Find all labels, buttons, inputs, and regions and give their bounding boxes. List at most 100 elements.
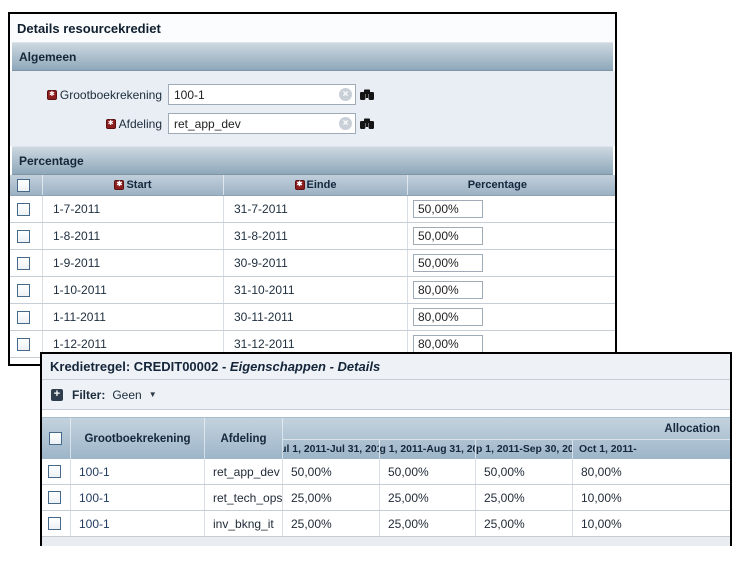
allocation-value: 25,00% <box>282 511 379 536</box>
filter-bar: + Filter: Geen ▼ <box>42 380 730 410</box>
end-date: 31-7-2011 <box>223 196 407 222</box>
percentage-input[interactable] <box>413 254 483 272</box>
start-date: 1-8-2011 <box>42 223 223 249</box>
search-binoculars-icon[interactable] <box>360 118 374 130</box>
end-date: 31-12-2011 <box>223 331 407 357</box>
clear-icon[interactable]: × <box>339 88 352 101</box>
section-label: Percentage <box>19 153 84 168</box>
account-link[interactable]: 100-1 <box>79 516 110 531</box>
general-fields-panel: ✱ Grootboekrekening × ✱ Afdeling <box>10 71 615 146</box>
percentage-input[interactable] <box>413 227 483 245</box>
details-resourcekrediet-window: Details resourcekrediet Algemeen ✱ Groot… <box>8 12 617 366</box>
department: ret_app_dev <box>204 459 282 484</box>
afdeling-input[interactable] <box>169 116 339 131</box>
expand-icon[interactable]: + <box>51 388 63 401</box>
allocation-value: 80,00% <box>572 459 730 484</box>
filter-dropdown[interactable]: Filter: Geen ▼ <box>72 388 157 402</box>
grootboekrekening-field: × <box>168 84 356 105</box>
end-date: 31-8-2011 <box>223 223 407 249</box>
row-checkbox[interactable] <box>17 337 30 351</box>
required-icon: ✱ <box>105 118 116 129</box>
column-header-start: ✱ Start <box>42 175 223 195</box>
table-row: 100-1 inv_bkng_it 25,00% 25,00% 25,00% 1… <box>42 511 730 537</box>
required-icon: ✱ <box>294 180 305 190</box>
field-row-grootboekrekening: ✱ Grootboekrekening × <box>10 80 615 109</box>
allocation-value: 25,00% <box>379 511 475 536</box>
allocation-value: 50,00% <box>379 459 475 484</box>
search-binoculars-icon[interactable] <box>360 89 374 101</box>
window-title: Details resourcekrediet <box>10 14 615 42</box>
start-date: 1-11-2011 <box>42 304 223 330</box>
department: inv_bkng_it <box>204 511 282 536</box>
percentage-input[interactable] <box>413 335 483 353</box>
table-row: 1-10-2011 31-10-2011 <box>10 277 615 304</box>
field-label: ✱ Afdeling <box>10 117 162 131</box>
table-row: 1-7-2011 31-7-2011 <box>10 196 615 223</box>
filter-label: Filter: <box>72 387 106 402</box>
allocation-value: 25,00% <box>282 485 379 510</box>
column-header-oct: Oct 1, 2011- <box>572 440 730 459</box>
allocation-value: 10,00% <box>572 511 730 536</box>
select-all-checkbox[interactable] <box>17 178 30 192</box>
row-checkbox[interactable] <box>48 465 61 478</box>
allocation-value: 25,00% <box>379 485 475 510</box>
row-checkbox[interactable] <box>17 283 30 297</box>
section-label: Algemeen <box>19 49 77 64</box>
percentage-input[interactable] <box>413 281 483 299</box>
allocation-value: 25,00% <box>475 511 572 536</box>
allocation-value: 50,00% <box>282 459 379 484</box>
filter-value: Geen <box>112 387 142 402</box>
section-header-percentage: Percentage <box>12 146 613 175</box>
row-checkbox[interactable] <box>17 202 30 216</box>
start-date: 1-7-2011 <box>42 196 223 222</box>
row-checkbox[interactable] <box>17 310 30 324</box>
afdeling-field: × <box>168 113 356 134</box>
start-date: 1-10-2011 <box>42 277 223 303</box>
start-date: 1-12-2011 <box>42 331 223 357</box>
field-row-afdeling: ✱ Afdeling × <box>10 109 615 138</box>
department: ret_tech_ops <box>204 485 282 510</box>
account-link[interactable]: 100-1 <box>79 490 110 505</box>
clear-icon[interactable]: × <box>339 117 352 130</box>
table-row: 100-1 ret_app_dev 50,00% 50,00% 50,00% 8… <box>42 459 730 485</box>
spacer <box>42 410 730 417</box>
row-checkbox[interactable] <box>17 229 30 243</box>
percentage-table-header: ✱ Start ✱ Einde Percentage <box>10 175 615 196</box>
column-header-einde: ✱ Einde <box>223 175 407 195</box>
end-date: 30-11-2011 <box>223 304 407 330</box>
window-title: Kredietregel: CREDIT00002 - Eigenschappe… <box>42 354 730 380</box>
column-header-sep: Sep 1, 2011-Sep 30, 2011 <box>475 440 572 459</box>
percentage-input[interactable] <box>413 308 483 326</box>
end-date: 30-9-2011 <box>223 250 407 276</box>
required-icon: ✱ <box>114 180 125 190</box>
column-header-aug: Aug 1, 2011-Aug 31, 2011 <box>379 440 475 459</box>
allocation-value: 25,00% <box>475 485 572 510</box>
chevron-down-icon: ▼ <box>148 390 157 399</box>
column-header-afdeling: Afdeling <box>204 418 282 459</box>
table-footer <box>42 537 730 546</box>
allocation-value: 50,00% <box>475 459 572 484</box>
allocation-table-header: Grootboekrekening Afdeling Allocation Ju… <box>42 417 730 459</box>
grootboekrekening-input[interactable] <box>169 87 339 102</box>
row-checkbox[interactable] <box>48 491 61 504</box>
select-all-checkbox[interactable] <box>49 432 62 445</box>
table-row: 100-1 ret_tech_ops 25,00% 25,00% 25,00% … <box>42 485 730 511</box>
kredietregel-window: Kredietregel: CREDIT00002 - Eigenschappe… <box>40 352 732 546</box>
column-header-grootboekrekening: Grootboekrekening <box>70 418 204 459</box>
field-label: ✱ Grootboekrekening <box>10 88 162 102</box>
required-icon: ✱ <box>46 89 57 100</box>
column-header-jul: Jul 1, 2011-Jul 31, 2011 <box>282 440 379 459</box>
percentage-input[interactable] <box>413 200 483 218</box>
table-row: 1-11-2011 30-11-2011 <box>10 304 615 331</box>
allocation-value: 10,00% <box>572 485 730 510</box>
end-date: 31-10-2011 <box>223 277 407 303</box>
row-checkbox[interactable] <box>48 517 61 530</box>
account-link[interactable]: 100-1 <box>79 464 110 479</box>
section-header-algemeen: Algemeen <box>12 42 613 71</box>
column-header-percentage: Percentage <box>407 175 615 195</box>
start-date: 1-9-2011 <box>42 250 223 276</box>
row-checkbox[interactable] <box>17 256 30 270</box>
table-row: 1-8-2011 31-8-2011 <box>10 223 615 250</box>
table-row: 1-9-2011 30-9-2011 <box>10 250 615 277</box>
group-header-allocation: Allocation <box>282 418 730 440</box>
